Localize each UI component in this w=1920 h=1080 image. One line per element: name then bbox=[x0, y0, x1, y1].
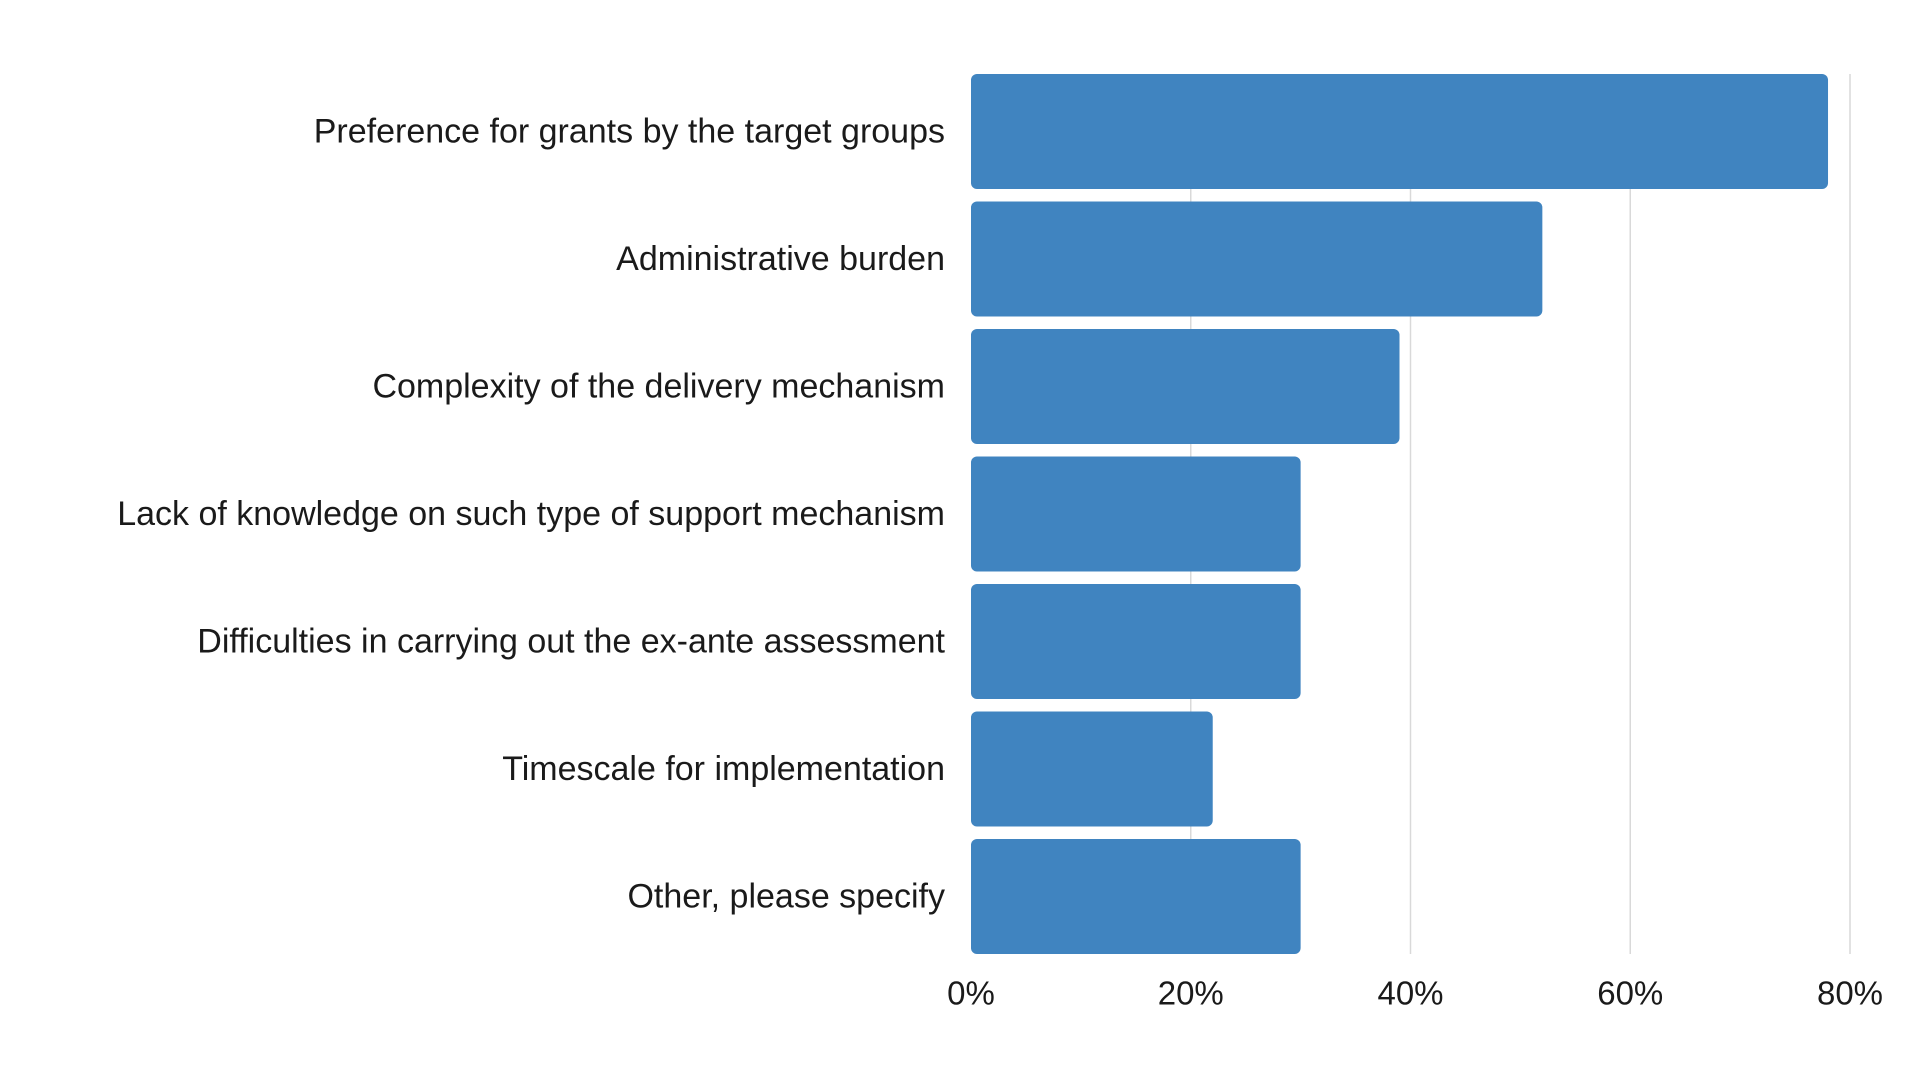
category-labels: Preference for grants by the target grou… bbox=[117, 113, 945, 916]
x-tick-label-3: 60% bbox=[1597, 975, 1663, 1012]
category-label-2: Administrative burden bbox=[616, 240, 945, 278]
category-label-3: Complexity of the delivery mechanism bbox=[372, 368, 945, 406]
bar-6 bbox=[971, 711, 1213, 827]
bar-7 bbox=[971, 839, 1301, 954]
category-label-1: Preference for grants by the target grou… bbox=[314, 113, 945, 151]
bar-5 bbox=[971, 584, 1301, 699]
x-tick-label-1: 20% bbox=[1158, 975, 1224, 1012]
bar-3 bbox=[971, 329, 1400, 444]
category-label-4: Lack of knowledge on such type of suppor… bbox=[117, 495, 945, 533]
bars bbox=[971, 74, 1829, 954]
bar-4 bbox=[971, 456, 1301, 572]
bar-1 bbox=[971, 74, 1829, 189]
x-axis-ticks: 0% 20% 40% 60% 80% bbox=[947, 975, 1883, 1012]
category-label-5: Difficulties in carrying out the ex-ante… bbox=[197, 623, 945, 661]
x-tick-label-4: 80% bbox=[1817, 975, 1883, 1012]
x-tick-label-2: 40% bbox=[1377, 975, 1443, 1012]
bar-2 bbox=[971, 201, 1543, 317]
category-label-7: Other, please specify bbox=[627, 878, 945, 916]
category-label-6: Timescale for implementation bbox=[502, 750, 945, 788]
x-tick-label-0: 0% bbox=[947, 975, 995, 1012]
